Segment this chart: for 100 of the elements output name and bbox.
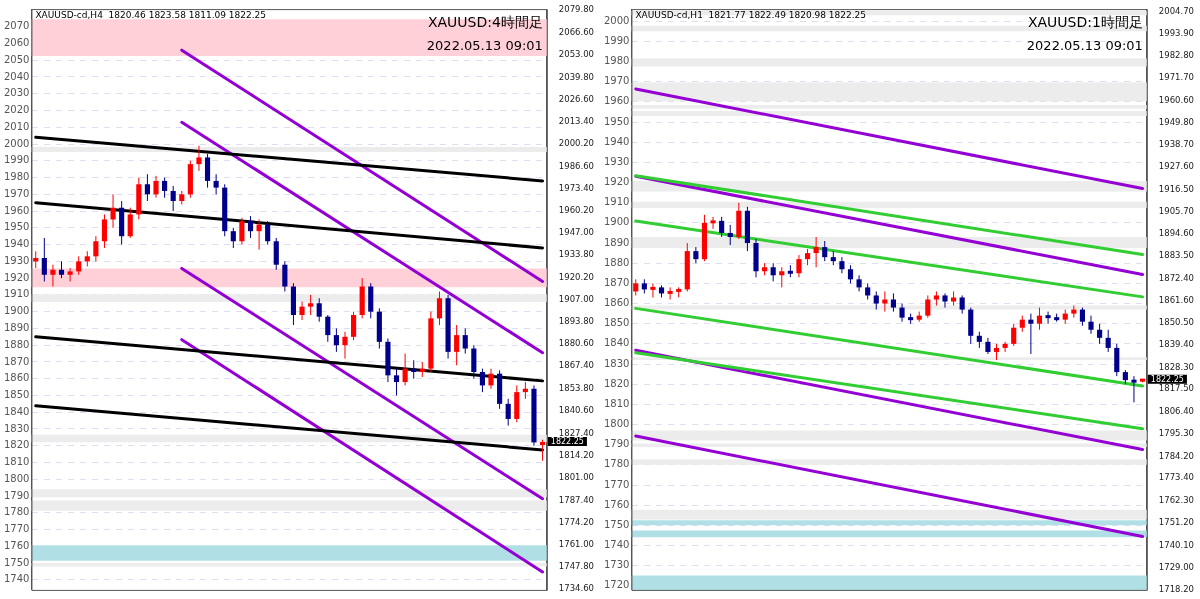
y2-tick-label: 2000.20 [558,137,595,148]
candlestick [402,353,408,386]
candlestick [1079,307,1085,327]
y-tick-label: 1980 [604,55,630,67]
candlestick [719,216,725,238]
y-tick-label: 1990 [4,154,30,166]
y-tick-label: 1850 [604,317,630,329]
text: 1822.25 [1150,374,1184,384]
y2-tick-label: 1814.20 [558,449,595,460]
y2-tick-label: 1762.30 [1158,494,1195,505]
text: 2022.05.13 09:01 [1026,38,1143,54]
candlestick [196,145,202,172]
chart-title: XAUUSD:4時間足 [427,13,543,30]
y2-tick-label: 1839.40 [1158,339,1195,350]
y-tick-label: 1860 [4,372,30,384]
candlestick [333,327,339,353]
y-tick-label: 1930 [4,254,30,266]
y-tick-label: 1810 [604,397,630,409]
candlestick [170,185,176,212]
y-tick-label: 1880 [4,338,30,350]
y-tick-label: 1840 [604,337,630,349]
candlestick [779,266,785,288]
y2-tick-label: 2013.40 [558,115,595,126]
y-tick-label: 2060 [4,37,30,49]
y2-tick-label: 1747.80 [558,560,595,571]
y2-tick-label: 1718.20 [1158,583,1195,594]
y-tick-label: 1910 [604,196,630,208]
y2-tick-label: 1927.60 [1158,161,1195,172]
y2-tick-label: 1986.60 [558,160,595,171]
candlestick [299,301,305,321]
candlestick [882,290,888,313]
candlestick [796,254,802,278]
y-tick-label: 1760 [4,539,30,551]
candlestick [479,368,485,393]
candlestick [890,292,897,313]
candlestick [1131,375,1137,403]
y2-tick-label: 1850.50 [1158,316,1195,327]
y2-tick-label: 1751.20 [1158,517,1195,528]
y-tick-label: 1750 [4,556,30,568]
candlestick [1002,341,1008,353]
y-tick-label: 1970 [604,75,630,87]
candlestick [471,344,477,380]
y2-tick-label: 1916.50 [1158,183,1195,194]
y-tick-label: 1920 [604,176,630,188]
y-tick-label: 1860 [604,297,630,309]
y2-tick-label: 1795.30 [1158,428,1195,439]
y-tick-label: 1900 [604,216,630,228]
y-tick-label: 1730 [604,559,630,571]
y-tick-label: 1970 [4,187,30,199]
y2-tick-label: 1840.60 [558,405,595,416]
y-tick-label: 1760 [604,498,630,510]
y-tick-label: 1910 [4,288,30,300]
y2-tick-label: 1761.00 [558,538,595,549]
y-tick-label: 2010 [4,120,30,132]
candlestick [1105,329,1111,353]
candlestick [153,175,159,199]
candlestick [93,235,99,262]
y-tick-label: 1780 [604,458,630,470]
y-tick-label: 1790 [604,438,630,450]
y-tick-label: 1890 [4,322,30,334]
y-tick-label: 1950 [604,115,630,127]
candlestick [454,324,460,366]
y2-tick-label: 1872.40 [1158,272,1195,283]
candlestick [41,237,47,282]
y2-tick-label: 1787.40 [558,494,595,505]
y-tick-label: 2070 [4,20,30,32]
y-tick-label: 1830 [604,357,630,369]
candlestick [1011,323,1017,347]
y2-tick-label: 1801.00 [558,471,595,482]
y-tick-label: 2050 [4,53,30,65]
y2-tick-label: 2004.70 [1158,5,1195,16]
y2-tick-label: 1827.40 [558,427,595,438]
y-tick-label: 1960 [4,204,30,216]
candlestick [316,297,322,323]
y-tick-label: 1820 [4,439,30,451]
y2-tick-label: 1905.70 [1158,205,1195,216]
candlestick [351,311,357,341]
y-tick-label: 1980 [4,171,30,183]
text: 1822.25 [550,437,584,447]
candlestick [873,290,879,311]
y-tick-label: 1790 [4,489,30,501]
candlestick [162,177,168,199]
candlestick [342,331,348,360]
y2-tick-label: 1861.60 [1158,294,1195,305]
candlestick [710,216,716,230]
y2-tick-label: 1734.60 [558,583,595,594]
candlestick [856,274,862,292]
y2-tick-label: 1740.10 [1158,539,1195,550]
y-tick-label: 1940 [4,238,30,250]
candlestick [488,368,494,390]
y-tick-label: 1930 [604,155,630,167]
y2-tick-label: 1933.80 [558,249,595,260]
candlestick [67,267,73,282]
candlestick [247,215,254,239]
y2-tick-label: 1774.20 [558,516,595,527]
y-tick-label: 2040 [4,70,30,82]
y2-tick-label: 1867.40 [558,360,595,371]
candlestick [650,282,656,298]
candlestick [942,292,948,309]
candlestick [1028,313,1034,355]
